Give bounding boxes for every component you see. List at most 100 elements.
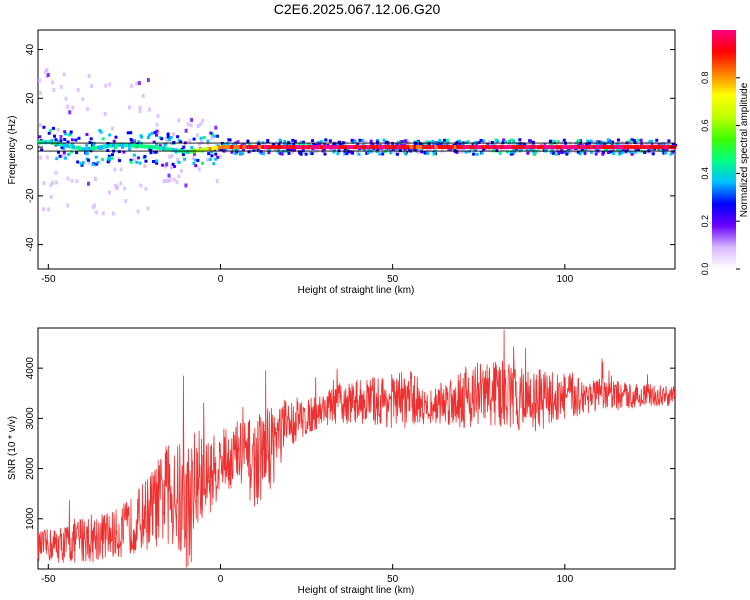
spectrogram-cell xyxy=(507,141,511,145)
spectrogram-cell xyxy=(147,183,151,188)
spectrogram-ridge-cell xyxy=(468,145,472,150)
figure-title: C2E6.2025.067.12.06.G20 xyxy=(274,1,441,17)
spectrogram-cell xyxy=(168,177,172,182)
spectrogram-cell xyxy=(129,137,133,141)
spectrogram-cell xyxy=(76,160,80,164)
spectrogram-cell xyxy=(560,150,564,154)
spectrogram-cell xyxy=(95,162,99,166)
spectrogram-cell xyxy=(512,148,516,152)
spectrogram-cell xyxy=(464,150,468,154)
spectrogram-cell xyxy=(670,148,674,153)
spectrogram-ridge-cell xyxy=(428,145,432,150)
spectrogram-cell xyxy=(158,144,162,148)
spectrogram-ridge-cell xyxy=(654,145,658,150)
spectrogram-ridge-cell xyxy=(134,143,138,148)
spectrogram-cell xyxy=(129,158,133,162)
spectrogram-cell xyxy=(177,118,181,123)
spectrogram-cell xyxy=(225,142,229,146)
spectrogram-cell xyxy=(445,138,449,142)
spectrogram-cell xyxy=(583,151,587,155)
spectrogram-cell xyxy=(196,132,200,137)
snr-series-line xyxy=(37,329,676,568)
spectrogram-cell xyxy=(569,149,573,154)
spectrogram-cell xyxy=(335,142,339,146)
spectrogram-cell xyxy=(616,138,620,142)
spectrogram-cell xyxy=(64,156,68,160)
spectrogram-cell xyxy=(550,143,554,147)
spectrogram-ridge-cell xyxy=(403,145,407,150)
spectrogram-ridge-cell xyxy=(487,145,491,150)
spectrogram-cell xyxy=(208,157,212,161)
spectrogram-ridge-cell xyxy=(59,142,63,147)
spectrogram-cell xyxy=(199,122,203,127)
spectrogram-cell xyxy=(206,139,210,143)
spectrogram-cell xyxy=(120,145,124,149)
spectrogram-ridge-cell xyxy=(450,145,454,150)
spectrogram-ridge-cell xyxy=(233,145,237,150)
spectrogram-cell xyxy=(210,154,214,158)
spectrogram-cell xyxy=(54,138,58,142)
spectrogram-cell xyxy=(353,139,357,143)
spectrogram-cell xyxy=(418,142,422,146)
spectrogram-cell xyxy=(184,183,188,188)
spectrogram-cell xyxy=(447,147,451,152)
spectrogram-cell xyxy=(322,148,326,152)
spectrogram-cell xyxy=(628,139,632,143)
spectrogram-cell xyxy=(642,140,646,145)
spectrogram-cell xyxy=(607,148,611,153)
spectrogram-cell xyxy=(495,140,499,144)
spectrogram-cell xyxy=(259,150,263,154)
spectrogram-ridge-cell xyxy=(431,145,435,150)
spectrogram-cell xyxy=(509,152,513,156)
spectrogram-cell xyxy=(213,134,217,138)
spectrogram-cell xyxy=(269,142,273,147)
spectrogram-cell xyxy=(392,147,396,151)
spectrogram-ridge-cell xyxy=(605,145,609,150)
spectrogram-cell xyxy=(576,150,580,154)
spectrogram-cell xyxy=(598,140,602,144)
spectrogram-ridge-cell xyxy=(416,145,420,150)
spectrogram-cell xyxy=(247,150,251,154)
spectrogram-ridge-cell xyxy=(549,145,553,150)
spectrogram-cell xyxy=(318,143,322,147)
spectrogram-y-tick-label: -20 xyxy=(25,188,36,203)
spectrogram-cell xyxy=(408,149,412,153)
spectrogram-ridge-cell xyxy=(496,145,500,150)
spectrogram-ridge-cell xyxy=(267,145,271,150)
snr-axes: -50 0 50 100 1000 2000 3000 4000 xyxy=(25,357,675,585)
spectrogram-cell xyxy=(146,78,150,83)
spectrogram-ridge-cell xyxy=(552,145,556,150)
spectrogram-ridge-cell xyxy=(248,145,252,150)
spectrogram-cell xyxy=(636,148,640,152)
spectrogram-cell xyxy=(501,141,505,145)
spectrogram-cell xyxy=(190,146,194,150)
spectrogram-cell xyxy=(93,177,97,182)
spectrogram-cell xyxy=(60,154,64,159)
spectrogram-cell xyxy=(40,148,44,152)
spectrogram-cell xyxy=(101,211,105,216)
spectrogram-cell xyxy=(262,142,266,147)
spectrogram-cell xyxy=(137,81,141,86)
spectrogram-cell xyxy=(338,140,342,144)
spectrogram-cell xyxy=(357,152,361,156)
spectrogram-cell xyxy=(81,97,85,102)
snr-y-tick-label: 3000 xyxy=(25,407,36,430)
spectrogram-cell xyxy=(283,148,287,153)
spectrogram-cell xyxy=(194,138,198,143)
spectrogram-cell xyxy=(291,149,295,154)
spectrogram-cell xyxy=(650,147,654,151)
spectrogram-ridge-cell xyxy=(171,147,175,152)
spectrogram-cell xyxy=(531,140,535,144)
spectrogram-cell xyxy=(49,128,53,132)
spectrogram-cell xyxy=(518,138,522,142)
spectrogram-cell xyxy=(106,149,110,153)
spectrogram-cell xyxy=(248,142,252,146)
spectrogram-cell xyxy=(66,104,70,109)
spectrogram-x-tick-label: 0 xyxy=(218,274,224,285)
spectrogram-cell xyxy=(212,162,216,166)
spectrogram-cell xyxy=(544,148,548,152)
spectrogram-cell xyxy=(474,140,478,144)
spectrogram-ridge-cell xyxy=(583,145,587,150)
spectrogram-cell xyxy=(70,178,74,183)
snr-marks xyxy=(37,329,676,568)
